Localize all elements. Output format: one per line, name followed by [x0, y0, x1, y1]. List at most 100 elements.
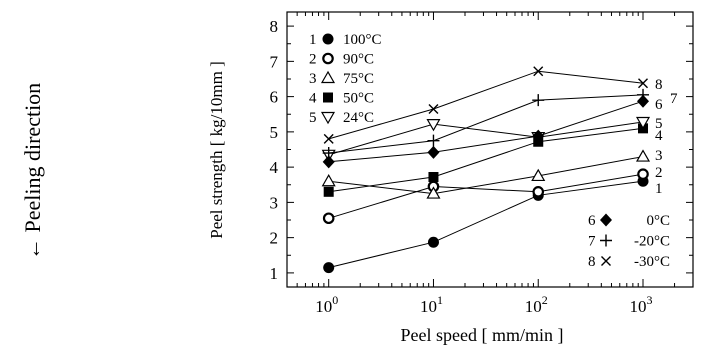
line-end-label-2: 2	[655, 165, 663, 181]
series-point-6	[532, 129, 545, 143]
legend-entry-2: 2 90°C	[309, 52, 374, 68]
legend-label: 50°C	[343, 91, 374, 107]
legend-number: 1	[309, 32, 317, 48]
series-1	[323, 175, 649, 274]
legend-entry-8: 8 -30°C	[588, 254, 670, 270]
series-point-7	[532, 94, 545, 107]
line-end-label-8: 8	[655, 77, 663, 93]
legend-label: 24°C	[343, 110, 374, 126]
line-end-label-1: 1	[655, 181, 663, 197]
series-point-5	[635, 116, 651, 130]
line-end-labels: 8 6 754 321	[655, 77, 678, 197]
series-point-6	[322, 155, 335, 169]
series-line-8	[328, 70, 644, 140]
legend-number: 3	[309, 71, 317, 87]
legend-entry-5: 5 24°C	[309, 110, 374, 126]
legend-number: 8	[588, 254, 596, 270]
series-point-8	[533, 66, 544, 77]
legend-marker	[322, 52, 334, 65]
series-point-4	[428, 172, 439, 182]
series-line-6	[328, 100, 644, 163]
legend-marker	[600, 213, 612, 227]
series-point-7	[427, 134, 440, 147]
legend-label: -30°C	[634, 254, 670, 270]
series-8	[323, 66, 649, 144]
legend-entry-1: 1 100°C	[309, 32, 382, 48]
x-axis: 100 101 102 103	[296, 12, 676, 316]
legend-label: 75°C	[343, 71, 374, 87]
series-point-8	[638, 78, 649, 89]
series-point-3	[635, 149, 651, 162]
legend-number: 6	[588, 213, 596, 229]
legend-marker	[323, 92, 333, 103]
legend-marker	[320, 70, 336, 84]
series-point-7	[637, 88, 650, 101]
x-tick-label: 102	[525, 293, 548, 316]
series-point-6	[427, 145, 440, 159]
legend-number: 2	[309, 52, 317, 68]
x-tick-label: 103	[630, 293, 653, 316]
line-end-label-7: 7	[670, 91, 678, 107]
legend-label: -20°C	[634, 234, 670, 250]
legend-bottom-right: 6 0°C 7 -20°C 8 -30°C	[588, 213, 670, 270]
x-tick-label: 100	[315, 293, 338, 316]
y-tick-label: 5	[270, 123, 279, 142]
legend-top-left: 1 100°C 2 90°C 3 75°C 4 50°C 5 24°C	[309, 32, 382, 126]
series-point-1	[427, 236, 439, 248]
y-tick-label: 3	[270, 193, 279, 212]
y-tick-label: 1	[270, 264, 279, 283]
y-tick-label: 6	[270, 88, 279, 107]
legend-number: 5	[309, 110, 317, 126]
legend-entry-7: 7 -20°C	[588, 234, 670, 250]
legend-label: 100°C	[343, 32, 382, 48]
series-6	[322, 94, 650, 169]
legend-marker	[322, 33, 334, 45]
line-end-label-6: 6	[655, 97, 663, 113]
legend-number: 7	[588, 234, 596, 250]
legend-number: 4	[309, 91, 317, 107]
series-line-5	[328, 121, 644, 156]
series-point-2	[637, 168, 649, 180]
legend-entry-6: 6 0°C	[588, 213, 670, 229]
series-point-3	[426, 186, 441, 199]
series-line-2	[328, 173, 644, 219]
y-tick-label: 4	[270, 158, 279, 177]
legend-marker	[601, 256, 611, 266]
y-tick-label: 2	[270, 229, 279, 248]
series-line-7	[328, 94, 644, 154]
x-axis-title: Peel speed [ mm/min ]	[401, 325, 564, 345]
x-tick-label: 101	[420, 293, 443, 316]
legend-label: 90°C	[343, 52, 374, 68]
series-point-4	[323, 186, 334, 197]
legend-marker	[320, 111, 336, 125]
series-line-3	[328, 156, 644, 195]
series-line-1	[328, 180, 644, 269]
series-point-8	[323, 133, 334, 144]
series-point-6	[637, 94, 650, 108]
series-4	[323, 123, 649, 197]
legend-marker	[600, 234, 612, 247]
series-point-7	[322, 147, 335, 160]
y-axis-title: Peel strength [ kg/10mm ]	[207, 61, 226, 239]
series-line-4	[328, 127, 644, 193]
legend-label: 0°C	[646, 213, 670, 229]
series-2	[322, 168, 649, 225]
line-end-label-4: 4	[655, 128, 663, 144]
series-point-5	[426, 119, 441, 132]
series-point-1	[323, 262, 335, 274]
legend-entry-3: 3 75°C	[309, 70, 374, 87]
y-tick-label: 8	[270, 17, 279, 36]
series-7	[322, 88, 650, 160]
series-point-2	[532, 186, 545, 198]
line-end-label-5: 5	[655, 116, 663, 132]
legend-entry-4: 4 50°C	[309, 91, 374, 107]
line-end-label-3: 3	[655, 148, 663, 164]
series-point-2	[322, 212, 335, 225]
series-point-3	[321, 174, 336, 187]
y-tick-label: 7	[270, 52, 279, 71]
series-point-3	[531, 168, 546, 182]
series-3	[321, 149, 651, 199]
series-point-8	[428, 103, 439, 114]
